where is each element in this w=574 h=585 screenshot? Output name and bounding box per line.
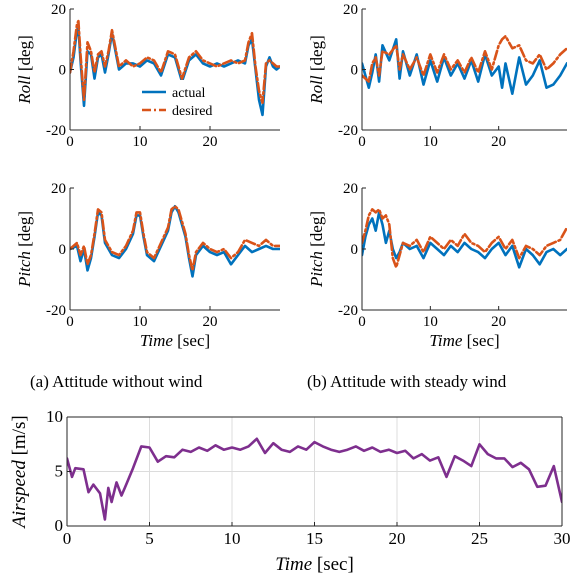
chart-airspeed: 0 5 10 15 20 25 30 0 5 10 Airspeed [m/s] Time [sec]: [9, 407, 571, 575]
x-axis-label: Time [sec]: [140, 331, 210, 350]
series-line-desired: [70, 19, 280, 105]
y-tick-label: 5: [55, 462, 64, 481]
caption-a: (a) Attitude without wind: [30, 372, 203, 391]
y-tick-label: -20: [46, 303, 66, 319]
series-line-desired: [70, 205, 280, 272]
legend-box: [138, 80, 224, 120]
y-tick-label: 20: [343, 2, 358, 18]
x-tick-label: 10: [423, 314, 438, 330]
x-tick-label: 0: [358, 314, 366, 330]
x-tick-label: 25: [471, 529, 488, 548]
y-tick-label: -20: [338, 303, 358, 319]
y-tick-label: 0: [59, 63, 67, 79]
x-tick-label: 5: [145, 529, 154, 548]
x-tick-label: 10: [423, 134, 438, 150]
y-axis-label: Airspeed [m/s]: [9, 415, 30, 529]
series-line-desired: [362, 34, 567, 83]
y-axis-label: Pitch [deg]: [307, 211, 326, 288]
x-tick-label: 20: [203, 314, 218, 330]
y-tick-label: 0: [351, 242, 359, 258]
x-tick-label: 10: [133, 134, 148, 150]
legend-label-actual: actual: [172, 86, 206, 101]
legend-label-desired: desired: [172, 104, 212, 119]
x-tick-label: 20: [203, 134, 218, 150]
caption-b: (b) Attitude with steady wind: [307, 372, 507, 391]
series-line-actual: [362, 211, 567, 269]
x-tick-label: 20: [491, 134, 506, 150]
x-axis-label: Time [sec]: [429, 331, 499, 350]
x-tick-label: 20: [491, 314, 506, 330]
x-tick-label: 20: [389, 529, 406, 548]
y-tick-label: -20: [46, 123, 66, 139]
y-axis-label: Roll [deg]: [307, 35, 326, 104]
series-line-airspeed: [67, 437, 562, 521]
x-tick-label: 0: [358, 134, 366, 150]
x-tick-label: 0: [63, 529, 72, 548]
y-tick-label: 0: [351, 63, 359, 79]
y-tick-label: -20: [338, 123, 358, 139]
x-tick-label: 10: [133, 314, 148, 330]
y-tick-label: 20: [343, 181, 358, 197]
y-tick-label: 0: [55, 516, 64, 535]
y-axis-label: Pitch [deg]: [15, 211, 34, 288]
x-tick-label: 0: [66, 314, 74, 330]
series-line-desired: [362, 208, 567, 269]
x-axis-label: Time [sec]: [275, 554, 354, 575]
y-axis-label: Roll [deg]: [15, 35, 34, 104]
x-tick-label: 0: [66, 134, 74, 150]
y-tick-label: 0: [59, 242, 67, 258]
y-tick-label: 20: [51, 2, 66, 18]
x-tick-label: 15: [306, 529, 323, 548]
y-tick-label: 20: [51, 181, 66, 197]
y-tick-label: 10: [46, 407, 63, 426]
series-line-actual: [362, 37, 567, 95]
x-tick-label: 30: [554, 529, 571, 548]
x-tick-label: 10: [224, 529, 241, 548]
